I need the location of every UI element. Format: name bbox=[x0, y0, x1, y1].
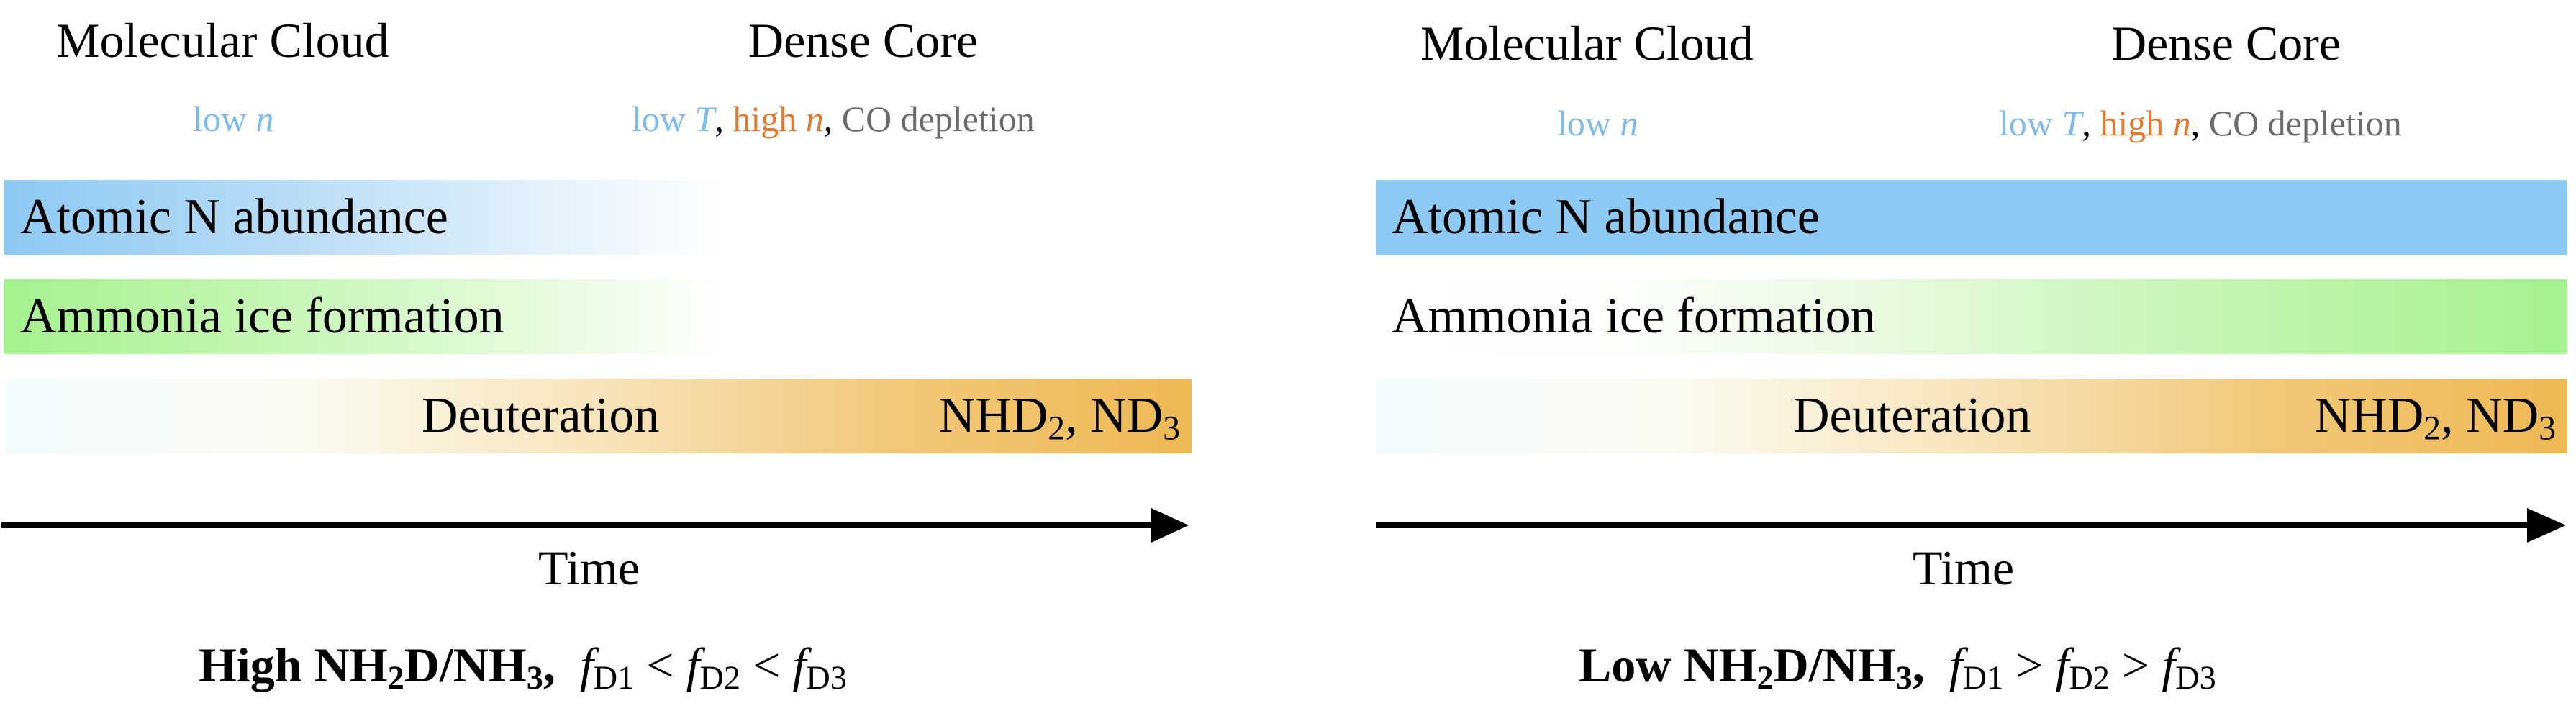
time-arrow bbox=[1374, 504, 2572, 547]
core-density: n bbox=[805, 99, 824, 139]
ratio-sub-a: 2 bbox=[387, 660, 404, 697]
core-temperature: T bbox=[2062, 103, 2082, 143]
f-sub-2: D2 bbox=[2069, 660, 2110, 697]
species-b-sub: 3 bbox=[2539, 409, 2556, 448]
core-separator: , bbox=[2082, 103, 2100, 143]
ratio-part-b: D/NH bbox=[404, 638, 527, 692]
core-density: n bbox=[2172, 103, 2191, 143]
cloud-condition-text: low bbox=[193, 99, 256, 139]
summary-caption: High NH2D/NH3, fD1 < fD2 < fD3 bbox=[199, 638, 847, 695]
core-low-text: low bbox=[1999, 103, 2062, 143]
species-b: , ND bbox=[2441, 388, 2539, 443]
summary-caption: Low NH2D/NH3, fD1 > fD2 > fD3 bbox=[1579, 638, 2216, 695]
f-symbol-3: f bbox=[2162, 638, 2176, 692]
co-depletion-text: CO depletion bbox=[2200, 103, 2402, 143]
f-symbol-2: f bbox=[2055, 638, 2069, 692]
panel-high-ratio: Molecular Cloud Dense Core low n low T, … bbox=[0, 0, 1194, 711]
core-separator-2: , bbox=[2190, 103, 2200, 143]
ratio-sub-a: 2 bbox=[1756, 660, 1774, 697]
atomic-n-bar: Atomic N abundance bbox=[4, 180, 724, 255]
species-a-sub: 2 bbox=[1048, 409, 1066, 448]
ammonia-ice-bar: Ammonia ice formation bbox=[1376, 279, 2567, 354]
core-temperature: T bbox=[694, 99, 715, 139]
core-condition: low T, high n, CO depletion bbox=[1999, 105, 2402, 141]
f-symbol-2: f bbox=[686, 638, 700, 692]
ratio-comma: , bbox=[1912, 638, 1925, 692]
cloud-condition-text: low bbox=[1557, 103, 1620, 143]
cloud-condition: low n bbox=[1557, 105, 1638, 141]
ratio-sub-b: 3 bbox=[1895, 660, 1913, 697]
operator-2: < bbox=[740, 638, 793, 692]
cloud-condition: low n bbox=[193, 101, 274, 137]
core-high-text: high bbox=[733, 99, 806, 139]
core-high-text: high bbox=[2100, 103, 2173, 143]
f-symbol-3: f bbox=[792, 638, 807, 692]
f-sub-1: D1 bbox=[1962, 660, 2004, 697]
core-separator-2: , bbox=[823, 99, 833, 139]
ratio-comma: , bbox=[543, 638, 555, 692]
deuteration-label: Deuteration bbox=[1793, 388, 2031, 443]
ammonia-ice-bar: Ammonia ice formation bbox=[4, 279, 724, 354]
species-a-sub: 2 bbox=[2423, 409, 2441, 448]
time-label: Time bbox=[538, 540, 640, 595]
f-symbol-1: f bbox=[1949, 638, 1963, 692]
core-separator: , bbox=[715, 99, 733, 139]
operator-1: > bbox=[2003, 638, 2056, 692]
f-sub-1: D1 bbox=[593, 660, 635, 697]
operator-2: > bbox=[2109, 638, 2162, 692]
f-sub-3: D3 bbox=[806, 660, 847, 697]
core-condition: low T, high n, CO depletion bbox=[632, 101, 1035, 137]
deuterated-species-label: NHD2, ND3 bbox=[2315, 379, 2556, 453]
ammonia-ice-label: Ammonia ice formation bbox=[1392, 289, 1876, 344]
species-b: , ND bbox=[1065, 388, 1164, 443]
cloud-condition-density: n bbox=[1620, 103, 1638, 143]
ratio-part-a: High NH bbox=[199, 638, 388, 692]
time-label: Time bbox=[1913, 540, 2015, 595]
ratio-sub-b: 3 bbox=[526, 660, 543, 697]
atomic-n-label: Atomic N abundance bbox=[1392, 189, 1820, 245]
core-low-text: low bbox=[632, 99, 695, 139]
f-symbol-1: f bbox=[579, 638, 594, 692]
deuteration-bar: Deuteration NHD2, ND3 bbox=[1376, 379, 2567, 453]
ratio-part-a: Low NH bbox=[1579, 638, 1757, 692]
atomic-n-bar: Atomic N abundance bbox=[1376, 180, 2567, 255]
ratio-part-b: D/NH bbox=[1773, 638, 1896, 692]
molecular-cloud-label: Molecular Cloud bbox=[56, 13, 389, 68]
operator-1: < bbox=[634, 638, 686, 692]
species-a: NHD bbox=[2314, 388, 2424, 443]
deuterated-species-label: NHD2, ND3 bbox=[939, 379, 1180, 453]
ammonia-ice-label: Ammonia ice formation bbox=[20, 289, 504, 344]
molecular-cloud-label: Molecular Cloud bbox=[1420, 16, 1754, 71]
dense-core-label: Dense Core bbox=[2111, 16, 2341, 71]
species-b-sub: 3 bbox=[1163, 409, 1180, 448]
deuteration-bar: Deuteration NHD2, ND3 bbox=[4, 379, 1192, 453]
f-sub-3: D3 bbox=[2175, 660, 2216, 697]
cloud-condition-density: n bbox=[255, 99, 274, 139]
species-a: NHD bbox=[938, 388, 1048, 443]
time-arrow bbox=[0, 504, 1194, 547]
panel-low-ratio: Molecular Cloud Dense Core low n low T, … bbox=[1374, 0, 2572, 711]
deuteration-label: Deuteration bbox=[422, 388, 660, 443]
dense-core-label: Dense Core bbox=[748, 13, 979, 68]
atomic-n-label: Atomic N abundance bbox=[20, 189, 448, 245]
co-depletion-text: CO depletion bbox=[833, 99, 1035, 139]
f-sub-2: D2 bbox=[699, 660, 741, 697]
